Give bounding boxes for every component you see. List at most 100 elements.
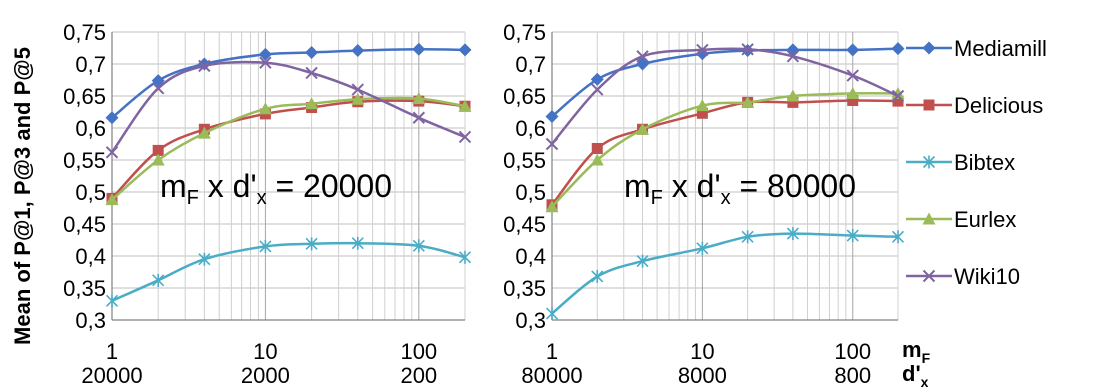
data-point	[696, 43, 709, 57]
y-tick-label: 0,5	[515, 180, 546, 205]
data-point	[351, 83, 364, 96]
data-point	[636, 122, 650, 135]
data-point	[458, 130, 472, 144]
data-point	[258, 47, 272, 61]
chart-right: 0,30,350,40,450,50,550,60,650,70,7518000…	[503, 20, 905, 388]
chart-annotation: mF x d'x = 20000	[160, 168, 392, 209]
y-tick-label: 0,35	[503, 276, 546, 301]
data-point	[412, 92, 426, 105]
y-tick-label: 0,7	[515, 52, 546, 77]
legend-marker	[922, 269, 936, 283]
x-axis-name: mFd'x	[902, 337, 931, 390]
y-tick-label: 0,3	[75, 308, 106, 333]
data-point	[259, 239, 272, 253]
data-point	[591, 83, 604, 96]
data-point	[351, 236, 364, 250]
y-tick-label: 0,45	[503, 212, 546, 237]
x-tick-label-secondary: 80000	[521, 363, 582, 388]
data-point	[786, 227, 799, 241]
y-tick-label: 0,55	[503, 148, 546, 173]
data-point	[846, 69, 859, 82]
data-point	[891, 89, 905, 103]
x-tick-label-secondary: 200	[400, 363, 437, 388]
x-tick-label-secondary: 800	[834, 363, 871, 388]
series-mediamill	[545, 42, 905, 123]
series-mediamill	[105, 42, 472, 125]
data-point	[151, 82, 165, 95]
legend-marker	[922, 41, 936, 55]
chart-annotation: mF x d'x = 80000	[624, 168, 856, 209]
series-eurlex	[545, 86, 905, 213]
y-tick-label: 0,6	[75, 116, 106, 141]
data-point	[590, 153, 604, 166]
data-point	[305, 45, 319, 59]
legend-item-wiki10: Wiki10	[906, 264, 1020, 289]
data-point	[152, 144, 164, 156]
x-tick-label-secondary: 20000	[81, 363, 142, 388]
y-tick-label: 0,45	[63, 212, 106, 237]
series-wiki10	[545, 43, 905, 151]
series-eurlex	[105, 92, 472, 206]
data-point	[351, 92, 365, 105]
data-point	[458, 250, 472, 264]
y-tick-label: 0,75	[63, 20, 106, 45]
data-point	[741, 43, 754, 56]
y-tick-label: 0,65	[63, 84, 106, 109]
data-point	[458, 99, 472, 112]
x-tick-label: 10	[690, 339, 714, 364]
legend-item-mediamill: Mediamill	[906, 36, 1047, 61]
y-axis-label: Mean of P@1, P@3 and P@5	[10, 47, 35, 345]
series-bibtex	[105, 236, 472, 308]
x-tick-label: 1	[546, 339, 558, 364]
y-tick-label: 0,7	[75, 52, 106, 77]
y-tick-label: 0,55	[63, 148, 106, 173]
data-point	[741, 95, 755, 108]
y-tick-label: 0,4	[75, 244, 106, 269]
data-point	[787, 96, 799, 108]
data-point	[105, 146, 119, 159]
series-wiki10	[105, 56, 472, 159]
x-tick-label: 10	[253, 339, 277, 364]
data-point	[105, 294, 119, 308]
data-point	[786, 89, 800, 102]
x-tick-label-secondary: 2000	[241, 363, 290, 388]
data-point	[545, 137, 559, 151]
series-line	[111, 96, 466, 201]
y-tick-label: 0,5	[75, 180, 106, 205]
legend-marker	[922, 212, 936, 225]
legend-label: Wiki10	[954, 264, 1020, 289]
data-point	[305, 66, 318, 80]
data-point	[151, 153, 165, 166]
x-tick-label-secondary: 8000	[678, 363, 727, 388]
data-point	[105, 111, 119, 125]
data-point	[591, 269, 604, 283]
x-axis-name-second: d'x	[902, 361, 929, 390]
data-point	[741, 230, 754, 244]
y-tick-label: 0,35	[63, 276, 106, 301]
data-point	[305, 237, 318, 251]
gridlines	[551, 31, 899, 321]
data-point	[545, 109, 559, 123]
legend-label: Mediamill	[954, 36, 1047, 61]
data-point	[846, 86, 860, 99]
series-line	[111, 241, 466, 302]
data-point	[696, 241, 709, 255]
data-point	[891, 42, 905, 56]
data-point	[258, 102, 272, 115]
legend-label: Bibtex	[954, 150, 1015, 175]
legend-label: Eurlex	[954, 207, 1016, 232]
data-point	[891, 86, 905, 99]
data-point	[259, 56, 272, 69]
legend-item-delicious: Delicious	[906, 93, 1043, 118]
x-tick-label: 1	[106, 339, 118, 364]
legend-marker	[923, 99, 935, 111]
data-point	[636, 50, 649, 63]
data-point	[545, 307, 559, 321]
data-point	[305, 97, 319, 110]
data-point	[198, 59, 211, 73]
y-tick-label: 0,75	[503, 20, 546, 45]
data-point	[847, 94, 859, 106]
data-point	[458, 43, 472, 57]
legend: Mediamill Delicious Bibtex Eurlex Wiki10	[906, 36, 1047, 289]
